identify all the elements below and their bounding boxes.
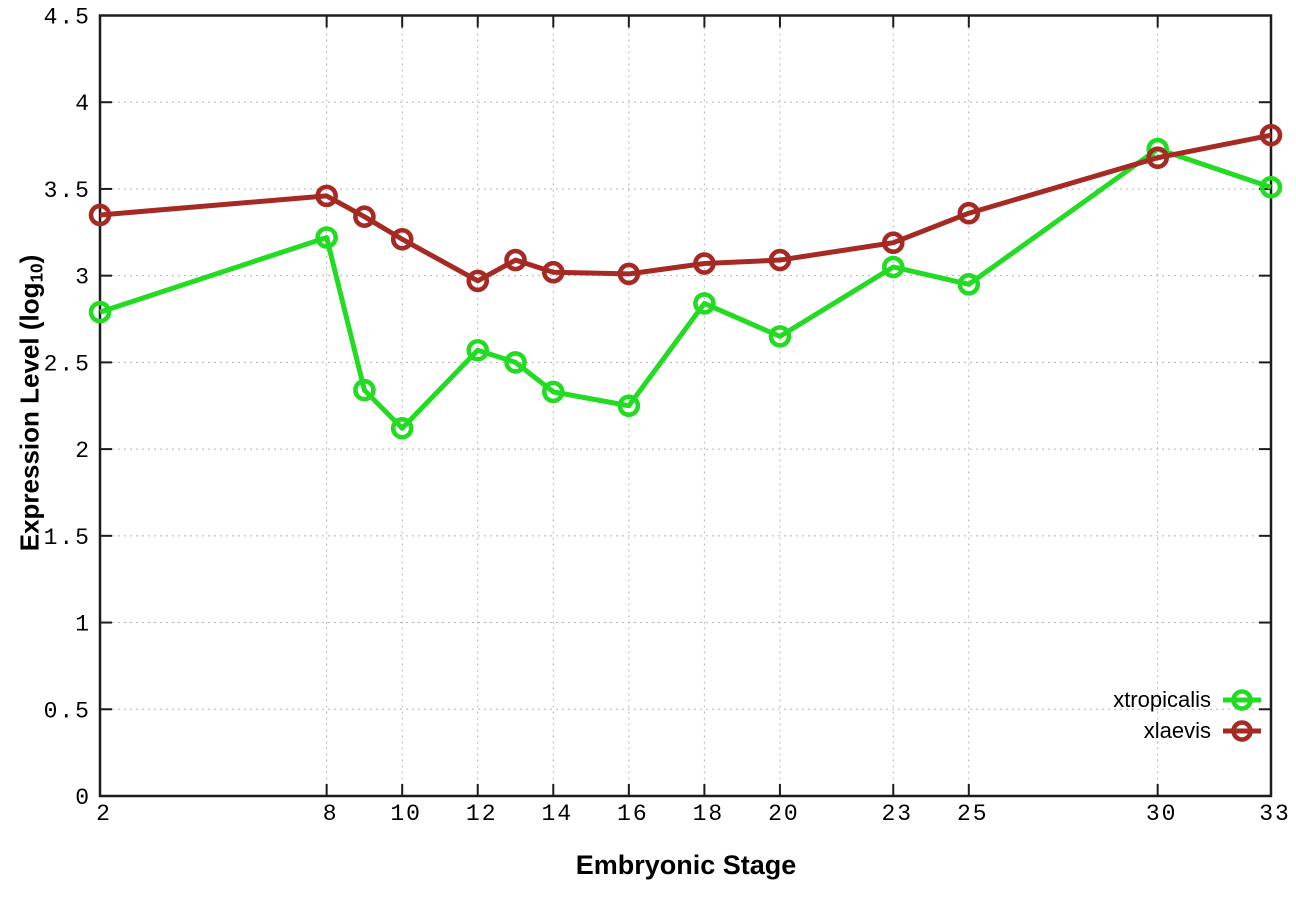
data-point-xlaevis [541,260,565,284]
data-point-xlaevis [1259,123,1283,147]
y-tick-label: 1.5 [44,525,91,551]
legend-label-xtropicalis: xtropicalis [1113,686,1211,712]
data-point-xtropicalis [466,338,490,362]
data-point-xtropicalis [88,300,112,324]
data-point-xtropicalis [315,226,338,249]
data-point-xtropicalis [353,378,376,402]
legend-marker-xtropicalis-icon [1223,688,1261,711]
y-axis-title-subscript: 10 [26,263,47,283]
x-tick-label: 23 [881,801,913,827]
x-tick-label: 18 [693,801,725,827]
legend-marker-xlaevis-icon [1223,719,1261,742]
x-tick-label: 12 [466,801,498,827]
series-line-xlaevis [99,132,1272,284]
data-point-xlaevis [390,227,414,251]
series-line-xtropicalis [99,146,1272,431]
legend-label-xlaevis: xlaevis [1143,717,1211,743]
data-point-xlaevis [466,269,490,293]
plot-border [98,14,1273,798]
y-tick-label: 3.5 [44,178,91,204]
x-tick-label: 14 [541,801,573,827]
y-axis-title-text: Expression Level (log [14,282,45,552]
data-point-xlaevis [1146,146,1169,170]
data-point-xtropicalis [693,292,716,315]
data-point-xtropicalis [881,255,905,279]
data-point-xlaevis [957,201,981,225]
y-tick-label: 1 [75,612,91,638]
data-point-xtropicalis [390,416,414,440]
y-tick-label: 0.5 [44,698,91,724]
x-tick-label: 16 [617,801,649,827]
y-tick-label: 3 [75,265,91,291]
data-point-xlaevis [617,262,641,286]
data-point-xlaevis [88,203,112,227]
legend: xtropicalis xlaevis [1113,684,1262,746]
y-tick-label: 2.5 [44,351,91,377]
legend-row-xlaevis: xlaevis [1113,715,1262,746]
y-tick-label: 2 [75,438,91,464]
y-axis-title: Expression Level (log10) [14,254,47,552]
x-tick-label: 30 [1146,801,1178,827]
data-point-xlaevis [881,231,905,255]
data-point-xtropicalis [1259,175,1283,199]
x-tick-label: 33 [1259,801,1291,827]
x-tick-label: 10 [390,801,422,827]
y-axis-title-suffix: ) [14,254,45,264]
y-tick-label: 4 [75,91,91,117]
data-point-xtropicalis [541,380,565,404]
legend-row-xtropicalis: xtropicalis [1113,684,1262,715]
data-point-xtropicalis [957,273,981,296]
x-tick-label: 8 [323,801,339,827]
x-tick-label: 2 [96,801,112,827]
x-tick-label: 25 [957,801,989,827]
data-point-xlaevis [504,248,527,272]
y-tick-label: 4.5 [44,5,91,31]
data-point-xlaevis [768,248,792,272]
x-tick-label: 20 [768,801,800,827]
data-point-xlaevis [315,184,338,208]
data-point-xlaevis [693,252,716,275]
y-tick-label: 0 [75,785,91,811]
data-point-xlaevis [353,205,376,228]
data-point-xtropicalis [504,351,527,374]
data-point-xtropicalis [617,394,641,418]
x-axis-title: Embryonic Stage [575,850,797,880]
data-point-xtropicalis [768,325,792,348]
